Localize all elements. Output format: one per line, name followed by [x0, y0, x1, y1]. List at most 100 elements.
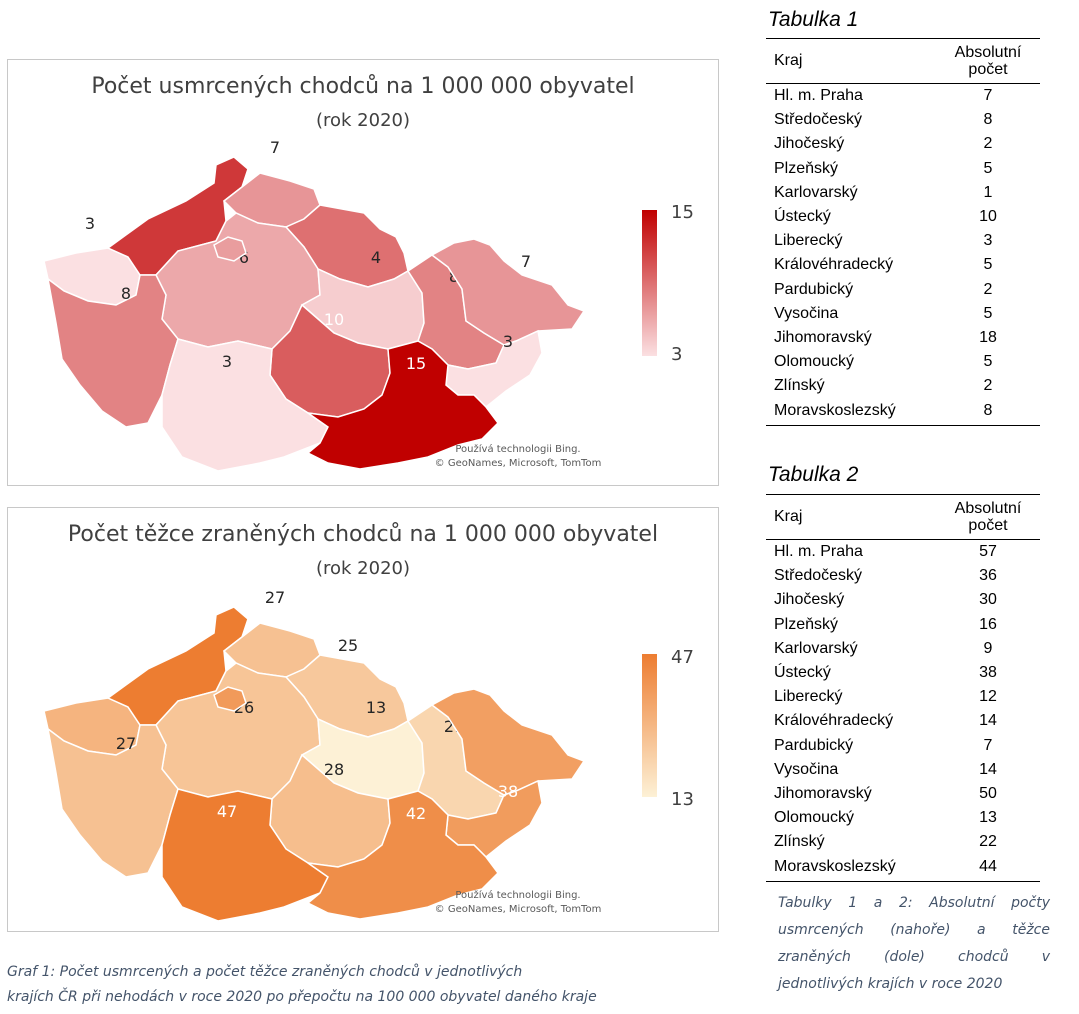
cell-kraj: Hl. m. Praha	[774, 87, 863, 105]
region-value-ustecky: 12	[170, 163, 190, 182]
table2-body: Hl. m. Praha 57 Středočeský 36 Jihočeský 30 Pl…	[766, 540, 1040, 882]
tables-caption: Tabulky 1 a 2: Absolutní počty usmrcenýc…	[778, 895, 1050, 992]
header-count-line1: Absolutní	[954, 500, 1022, 517]
map-fatalities-subtitle: (rok 2020)	[315, 110, 411, 131]
table-row: Středočeský 36	[766, 564, 1040, 588]
table-row: Královéhradecký 5	[766, 253, 1040, 277]
cell-kraj: Liberecký	[774, 232, 843, 250]
table1-body: Hl. m. Praha 7 Středočeský 8 Jihočeský 2 Plzeň…	[766, 84, 1040, 426]
table-row: Karlovarský 1	[766, 181, 1040, 205]
table2-title: Tabulka 2	[768, 463, 859, 486]
region-moravskoslezsky	[430, 688, 586, 796]
table-row: Královéhradecký 14	[766, 709, 1040, 733]
region-value-vysocina: 28	[324, 760, 344, 779]
table-row: Hl. m. Praha 7	[766, 84, 1040, 108]
header-count: Absolutní počet	[936, 500, 1040, 534]
region-value-moravskoslezsky: 7	[521, 252, 531, 271]
cell-pocet: 5	[983, 353, 993, 371]
cell-kraj: Ústecký	[774, 664, 831, 682]
header-kraj: Kraj	[774, 52, 803, 69]
cell-pocet: 12	[979, 688, 997, 706]
table-row: Plzeňský 16	[766, 613, 1040, 637]
region-value-kralovehradecky: 25	[338, 636, 358, 655]
table-row: Olomoucký 5	[766, 350, 1040, 374]
map-injuries-panel: Počet těžce zraněných chodců na 1 000 00…	[7, 507, 719, 932]
credit-line-bing: Používá technologii Bing.	[455, 890, 581, 901]
cell-kraj: Zlínský	[774, 833, 825, 851]
table-row: Jihočeský 2	[766, 132, 1040, 156]
cell-kraj: Královéhradecký	[774, 256, 894, 274]
figure-caption-line2: krajích ČR při nehodách v roce 2020 po p…	[7, 989, 597, 1005]
region-value-ustecky: 47	[170, 613, 190, 632]
cell-kraj: Moravskoslezský	[774, 857, 896, 875]
credit-line-copyright: © GeoNames, Microsoft, TomTom	[434, 904, 602, 915]
table-row: Jihomoravský 50	[766, 782, 1040, 806]
cell-pocet: 38	[979, 664, 997, 682]
cell-pocet: 7	[983, 736, 993, 754]
table-row: Středočeský 8	[766, 108, 1040, 132]
cell-pocet: 22	[979, 833, 997, 851]
table-row: Pardubický 7	[766, 734, 1040, 758]
cell-kraj: Hl. m. Praha	[774, 543, 863, 561]
region-value-liberecky: 27	[265, 588, 285, 607]
region-value-moravskoslezsky: 37	[516, 702, 536, 721]
table-row: Ústecký 38	[766, 661, 1040, 685]
table-row: Liberecký 3	[766, 229, 1040, 253]
table-row: Plzeňský 5	[766, 157, 1040, 181]
cell-pocet: 2	[983, 377, 993, 395]
cell-pocet: 8	[983, 111, 993, 129]
cell-pocet: 2	[983, 280, 993, 298]
header-count-line2: počet	[968, 517, 1008, 534]
table-row: Vysočina 14	[766, 758, 1040, 782]
cell-kraj: Karlovarský	[774, 639, 858, 657]
region-value-kralovehradecky: 9	[343, 186, 353, 205]
region-value-pardubicky: 4	[371, 248, 381, 267]
cell-kraj: Jihočeský	[774, 135, 845, 153]
header-count-line2: počet	[968, 61, 1008, 78]
cell-kraj: Olomoucký	[774, 809, 855, 827]
table-row: Hl. m. Praha 57	[766, 540, 1040, 564]
region-praha	[213, 686, 247, 712]
cell-pocet: 30	[979, 591, 997, 609]
table1: Kraj Absolutní počet Hl. m. Praha 7 Středo…	[766, 38, 1040, 426]
cell-kraj: Pardubický	[774, 280, 854, 298]
cell-kraj: Ústecký	[774, 208, 831, 226]
cell-pocet: 5	[983, 256, 993, 274]
table-row: Jihomoravský 18	[766, 326, 1040, 350]
map-credit-injuries: Používá technologii Bing. © GeoNames, Mi…	[368, 889, 668, 917]
credit-line-bing: Používá technologii Bing.	[455, 444, 581, 455]
cell-pocet: 16	[979, 615, 997, 633]
table-row: Zlínský 2	[766, 374, 1040, 398]
region-value-jihocesky: 47	[217, 802, 237, 821]
cell-pocet: 44	[979, 857, 997, 875]
cell-pocet: 9	[983, 639, 993, 657]
region-value-vysocina: 10	[324, 310, 344, 329]
table-row: Jihočeský 30	[766, 588, 1040, 612]
cell-kraj: Moravskoslezský	[774, 401, 896, 419]
cell-kraj: Zlínský	[774, 377, 825, 395]
region-value-plzensky: 27	[116, 734, 136, 753]
cell-kraj: Středočeský	[774, 567, 863, 585]
cell-pocet: 7	[983, 87, 993, 105]
legend-gradient-fatalities	[642, 210, 657, 356]
header-count-line1: Absolutní	[954, 44, 1022, 61]
legend-max-fatalities: 15	[671, 202, 694, 223]
cell-kraj: Pardubický	[774, 736, 854, 754]
region-value-stredocesky: 6	[239, 248, 249, 267]
cell-pocet: 8	[983, 401, 993, 419]
table-row: Pardubický 2	[766, 278, 1040, 302]
cell-pocet: 18	[979, 328, 997, 346]
region-moravskoslezsky	[430, 238, 586, 346]
region-value-zlinsky: 38	[498, 782, 518, 801]
cell-kraj: Karlovarský	[774, 183, 858, 201]
table-row: Moravskoslezský 44	[766, 854, 1040, 878]
cell-pocet: 2	[983, 135, 993, 153]
table1-title: Tabulka 1	[768, 8, 859, 31]
table1-header: Kraj Absolutní počet	[766, 38, 1040, 84]
cell-kraj: Plzeňský	[774, 159, 839, 177]
map-injuries-svg: 31472725261321372728384742	[43, 588, 586, 922]
region-value-plzensky: 8	[121, 284, 131, 303]
cell-kraj: Vysočina	[774, 304, 839, 322]
cell-kraj: Jihomoravský	[774, 784, 872, 802]
region-value-pardubicky: 13	[366, 698, 386, 717]
